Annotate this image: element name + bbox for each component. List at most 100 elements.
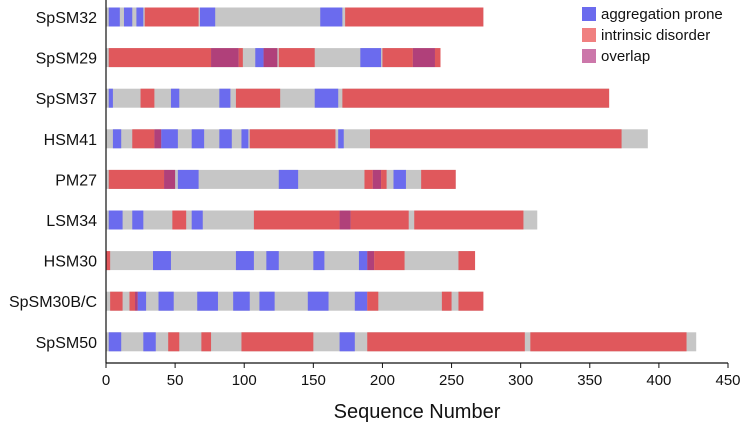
segment-lsm34-intrinsic-disorder xyxy=(172,210,187,230)
segment-spsm29-intrinsic-disorder xyxy=(382,48,413,68)
x-axis: 0 50 100 150 200 250 300 350 400 450 xyxy=(102,0,741,389)
segment-spsm32-aggregation-prone xyxy=(123,7,133,27)
segment-spsm37-intrinsic-disorder xyxy=(235,88,281,108)
segment-spsm50-intrinsic-disorder xyxy=(530,332,687,352)
segment-pm27-aggregation-prone xyxy=(177,169,199,189)
category-labels: SpSM32 SpSM29 SpSM37 HSM41 PM27 LSM34 HSM30 SpS… xyxy=(9,10,97,352)
segment-spsm32-aggregation-prone xyxy=(108,7,120,27)
segment-lsm34-aggregation-prone xyxy=(191,210,203,230)
legend-label: overlap xyxy=(601,48,650,65)
segment-lsm34-overlap xyxy=(339,210,351,230)
segment-spsm50-intrinsic-disorder xyxy=(201,332,212,352)
segment-hsm30-overlap xyxy=(367,251,375,271)
segment-hsm41-intrinsic-disorder xyxy=(370,129,622,149)
segment-hsm41-overlap xyxy=(154,129,162,149)
category-label: SpSM29 xyxy=(36,51,97,68)
segment-pm27-intrinsic-disorder xyxy=(421,169,456,189)
segment-hsm30-aggregation-prone xyxy=(358,251,368,271)
segment-spsm32-aggregation-prone xyxy=(199,7,216,27)
segment-hsm41-intrinsic-disorder xyxy=(132,129,155,149)
segment-hsm41-aggregation-prone xyxy=(219,129,232,149)
segment-pm27-aggregation-prone xyxy=(393,169,406,189)
category-label: SpSM30B/C xyxy=(9,294,97,311)
segment-spsm30b-c-intrinsic-disorder xyxy=(441,291,452,311)
segment-hsm30-intrinsic-disorder xyxy=(458,251,476,271)
segment-spsm30b-c-aggregation-prone xyxy=(307,291,329,311)
x-tick-label: 300 xyxy=(508,372,533,389)
segment-spsm32-aggregation-prone xyxy=(136,7,144,27)
segment-spsm29-overlap xyxy=(412,48,435,68)
segment-lsm34-intrinsic-disorder xyxy=(414,210,524,230)
segment-spsm29-aggregation-prone xyxy=(360,48,382,68)
x-tick-label: 0 xyxy=(102,372,110,389)
segment-spsm32-intrinsic-disorder xyxy=(144,7,199,27)
segment-spsm29-intrinsic-disorder xyxy=(278,48,315,68)
segment-spsm29-aggregation-prone xyxy=(255,48,264,68)
segment-hsm41-aggregation-prone xyxy=(112,129,122,149)
x-tick-label: 100 xyxy=(232,372,257,389)
x-tick-label: 250 xyxy=(439,372,464,389)
segment-hsm30-aggregation-prone xyxy=(266,251,279,271)
category-label: HSM30 xyxy=(44,254,97,271)
segment-spsm37-aggregation-prone xyxy=(219,88,231,108)
legend-label: intrinsic disorder xyxy=(601,27,710,44)
x-tick-label: 450 xyxy=(715,372,740,389)
legend-label: aggregation prone xyxy=(601,6,723,23)
segment-lsm34-intrinsic-disorder xyxy=(253,210,340,230)
segment-spsm50-aggregation-prone xyxy=(108,332,122,352)
segment-spsm30b-c-intrinsic-disorder xyxy=(458,291,484,311)
segment-spsm30b-c-intrinsic-disorder xyxy=(129,291,136,311)
segment-spsm29-overlap xyxy=(263,48,278,68)
segment-spsm50-intrinsic-disorder xyxy=(241,332,314,352)
segment-spsm29-intrinsic-disorder xyxy=(108,48,212,68)
segment-pm27-intrinsic-disorder xyxy=(364,169,373,189)
category-label: LSM34 xyxy=(46,213,97,230)
segment-hsm41-intrinsic-disorder xyxy=(249,129,336,149)
segment-pm27-overlap xyxy=(372,169,382,189)
legend-swatch xyxy=(582,28,596,42)
segment-hsm41-aggregation-prone xyxy=(338,129,344,149)
segment-spsm37-intrinsic-disorder xyxy=(342,88,610,108)
segment-spsm30b-c-aggregation-prone xyxy=(233,291,250,311)
legend-swatch xyxy=(582,49,596,63)
segment-spsm30b-c-aggregation-prone xyxy=(137,291,147,311)
segment-spsm37-aggregation-prone xyxy=(314,88,339,108)
segment-spsm37-intrinsic-disorder xyxy=(140,88,155,108)
segment-spsm29-overlap xyxy=(211,48,239,68)
segment-pm27-aggregation-prone xyxy=(278,169,299,189)
category-label: SpSM50 xyxy=(36,335,97,352)
protein-bars xyxy=(106,7,697,352)
segment-pm27-intrinsic-disorder xyxy=(108,169,165,189)
segment-spsm37-aggregation-prone xyxy=(170,88,180,108)
segment-spsm50-intrinsic-disorder xyxy=(367,332,525,352)
segment-spsm32-aggregation-prone xyxy=(320,7,343,27)
segment-spsm30b-c-aggregation-prone xyxy=(354,291,368,311)
segment-spsm29-intrinsic-disorder xyxy=(434,48,441,68)
x-axis-title: Sequence Number xyxy=(334,401,501,423)
category-label: SpSM32 xyxy=(36,10,97,27)
segment-spsm50-intrinsic-disorder xyxy=(168,332,180,352)
segment-spsm30b-c-overlap xyxy=(135,291,138,311)
segment-spsm37-aggregation-prone xyxy=(108,88,113,108)
category-label: PM27 xyxy=(55,172,97,189)
segment-hsm41-aggregation-prone xyxy=(191,129,205,149)
segment-spsm29-intrinsic-disorder xyxy=(238,48,243,68)
segment-spsm50-aggregation-prone xyxy=(143,332,156,352)
segment-pm27-overlap xyxy=(164,169,176,189)
segment-spsm32-intrinsic-disorder xyxy=(345,7,484,27)
segment-spsm30b-c-intrinsic-disorder xyxy=(367,291,379,311)
x-tick-label: 150 xyxy=(301,372,326,389)
category-label: HSM41 xyxy=(44,132,97,149)
segment-hsm30-intrinsic-disorder xyxy=(106,251,111,271)
x-tick-label: 50 xyxy=(167,372,184,389)
legend: aggregation prone intrinsic disorder overl… xyxy=(582,6,723,65)
segment-lsm34-intrinsic-disorder xyxy=(350,210,409,230)
segment-spsm30b-c-aggregation-prone xyxy=(197,291,218,311)
segment-pm27-intrinsic-disorder xyxy=(381,169,387,189)
segment-hsm30-intrinsic-disorder xyxy=(374,251,405,271)
x-tick-label: 200 xyxy=(370,372,395,389)
segment-spsm50-aggregation-prone xyxy=(339,332,355,352)
segment-spsm30b-c-aggregation-prone xyxy=(158,291,174,311)
segment-hsm30-aggregation-prone xyxy=(313,251,325,271)
